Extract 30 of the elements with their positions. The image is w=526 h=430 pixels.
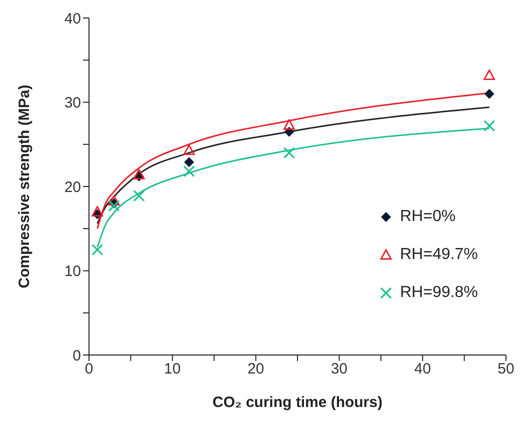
point xyxy=(283,119,295,130)
x-axis-title: CO₂ curing time (hours) xyxy=(212,394,383,411)
x-tick-label: 30 xyxy=(330,360,348,378)
y-axis-title: Compressive strength (MPa) xyxy=(16,84,33,288)
point xyxy=(133,190,145,202)
point xyxy=(183,144,195,155)
legend-label: RH=99.8% xyxy=(400,284,478,302)
point xyxy=(284,126,294,137)
y-tick-label: 0 xyxy=(72,347,81,364)
y-tick-label: 20 xyxy=(64,178,81,196)
point xyxy=(283,147,295,159)
point xyxy=(184,157,194,168)
point xyxy=(92,244,104,256)
point xyxy=(183,166,195,178)
y-tick-label: 10 xyxy=(64,263,81,280)
x-tick-label: 50 xyxy=(498,360,514,378)
point xyxy=(484,88,494,99)
y-tick-label: 40 xyxy=(64,10,81,28)
y-tick-label: 30 xyxy=(64,94,81,112)
x-tick-label: 20 xyxy=(247,360,264,378)
legend-label: RH=0% xyxy=(400,208,456,226)
x-tick-label: 10 xyxy=(164,360,181,378)
x-tick-label: 0 xyxy=(84,360,94,378)
point xyxy=(108,200,120,212)
x-tick-label: 40 xyxy=(414,360,431,378)
point xyxy=(484,70,496,80)
point xyxy=(108,195,120,206)
point xyxy=(484,120,496,132)
legend-label: RH=49.7% xyxy=(400,246,478,264)
point xyxy=(92,206,104,216)
